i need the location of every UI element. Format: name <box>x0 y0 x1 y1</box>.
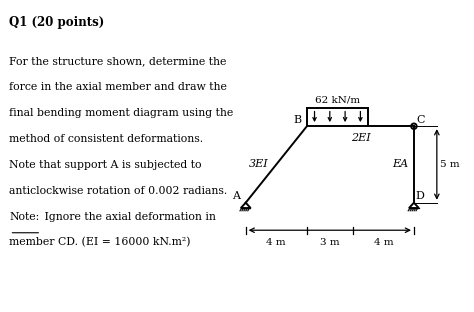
Text: 4 m: 4 m <box>374 238 393 247</box>
Text: 5 m: 5 m <box>440 160 459 169</box>
Text: anticlockwise rotation of 0.002 radians.: anticlockwise rotation of 0.002 radians. <box>9 186 228 196</box>
Text: 3 m: 3 m <box>320 238 340 247</box>
Text: method of consistent deformations.: method of consistent deformations. <box>9 134 204 144</box>
Text: A: A <box>232 191 240 201</box>
Text: 4 m: 4 m <box>266 238 286 247</box>
Text: B: B <box>293 115 301 125</box>
Text: force in the axial member and draw the: force in the axial member and draw the <box>9 82 228 92</box>
Text: EA: EA <box>392 159 409 169</box>
Text: 2EI: 2EI <box>351 133 370 143</box>
Text: 3EI: 3EI <box>249 159 269 169</box>
Text: member CD. (EI = 16000 kN.m²): member CD. (EI = 16000 kN.m²) <box>9 237 191 248</box>
Text: For the structure shown, determine the: For the structure shown, determine the <box>9 56 227 66</box>
Text: final bending moment diagram using the: final bending moment diagram using the <box>9 108 234 118</box>
Text: C: C <box>416 115 425 125</box>
Text: Note:: Note: <box>9 212 40 222</box>
Text: 62 kN/m: 62 kN/m <box>315 96 360 105</box>
Text: Note that support A is subjected to: Note that support A is subjected to <box>9 160 202 170</box>
Text: D: D <box>415 191 424 201</box>
Text: Ignore the axial deformation in: Ignore the axial deformation in <box>41 212 216 222</box>
Text: Q1 (20 points): Q1 (20 points) <box>9 16 105 29</box>
